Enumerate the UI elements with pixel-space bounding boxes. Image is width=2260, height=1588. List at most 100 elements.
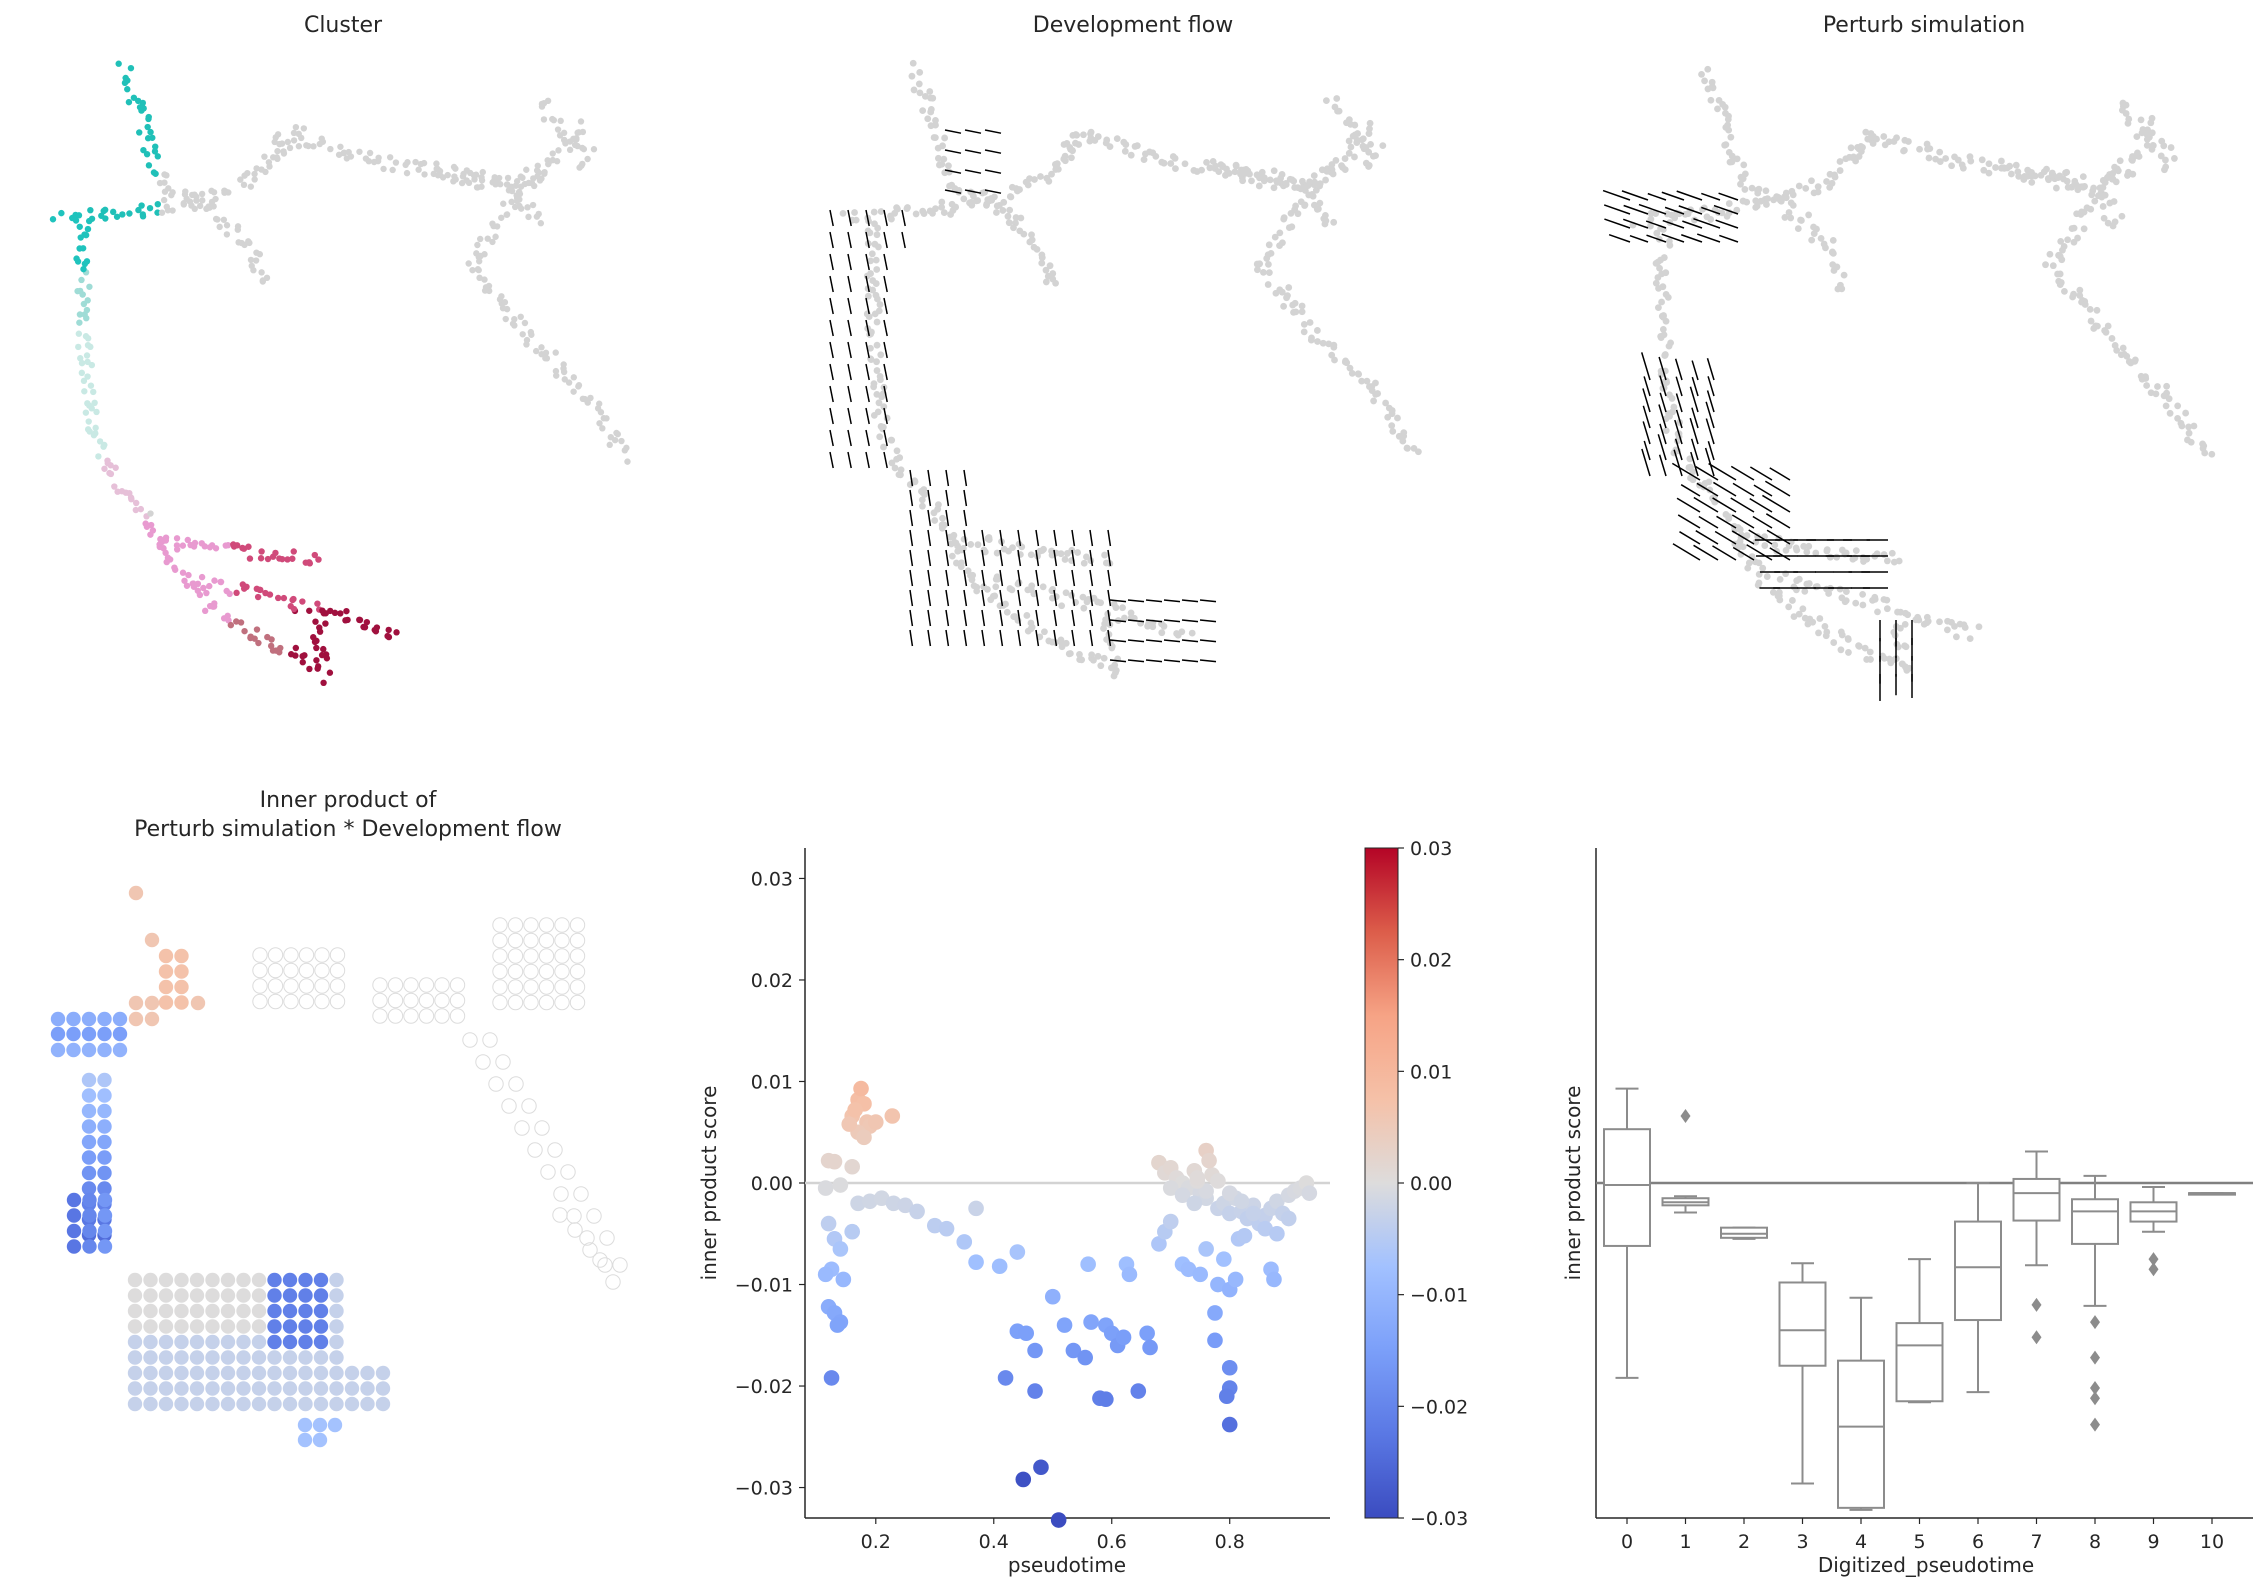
cell-point bbox=[953, 559, 960, 567]
flow-arrow bbox=[1181, 619, 1199, 623]
cell-point bbox=[198, 190, 206, 198]
cell-point bbox=[1017, 214, 1025, 222]
cell-point bbox=[1902, 643, 1910, 651]
cell-point bbox=[2208, 450, 2216, 458]
cell-point bbox=[193, 197, 200, 204]
cell-point bbox=[206, 582, 213, 590]
grid-cell bbox=[236, 1396, 251, 1412]
flow-arrow bbox=[981, 569, 986, 587]
cell-point bbox=[1736, 526, 1744, 533]
x-tick-label: 4 bbox=[1855, 1531, 1867, 1553]
flow-arrow bbox=[984, 149, 1002, 154]
cell-point bbox=[1248, 177, 1255, 185]
grid-cell-empty bbox=[586, 1208, 602, 1224]
cell-point bbox=[1923, 613, 1931, 621]
flow-arrow bbox=[909, 589, 914, 607]
grid-cell-empty bbox=[523, 948, 539, 964]
cell-point bbox=[380, 165, 387, 173]
cell-point bbox=[313, 644, 320, 652]
flow-arrow bbox=[981, 629, 986, 647]
cell-point bbox=[482, 284, 490, 291]
grid-cell-empty bbox=[387, 977, 404, 993]
cell-point bbox=[276, 649, 283, 656]
y-tick-label: −0.01 bbox=[735, 1275, 793, 1297]
flow-arrow bbox=[909, 529, 914, 547]
cell-point bbox=[1097, 662, 1105, 670]
cell-point bbox=[2028, 172, 2035, 180]
perturb-arrow bbox=[1658, 356, 1667, 381]
grid-cell-empty bbox=[449, 977, 466, 993]
cell-point bbox=[929, 94, 937, 102]
flow-arrow bbox=[1127, 599, 1145, 603]
cell-point bbox=[356, 148, 363, 155]
grid-cell bbox=[282, 1288, 298, 1303]
grid-cell bbox=[236, 1365, 251, 1381]
cell-point bbox=[1808, 236, 1816, 244]
grid-cell-empty bbox=[501, 1098, 517, 1114]
cell-point bbox=[88, 215, 96, 222]
grid-cell bbox=[174, 1288, 189, 1303]
cell-point bbox=[1052, 162, 1060, 170]
grid-cell bbox=[174, 1365, 189, 1381]
cell-point bbox=[1254, 266, 1261, 274]
grid-cell-empty bbox=[560, 1164, 576, 1180]
cell-point bbox=[262, 589, 269, 597]
cell-point bbox=[1258, 168, 1266, 176]
cell-point bbox=[1260, 177, 1268, 185]
scatter-plot: pseudotime inner product score 0.2 0.4 0.6… bbox=[697, 848, 1330, 1577]
flow-arrow bbox=[829, 341, 834, 359]
grid-cell bbox=[189, 1396, 205, 1412]
cell-point bbox=[934, 144, 942, 152]
grid-cell-empty bbox=[403, 977, 419, 993]
cell-point bbox=[993, 549, 1001, 557]
flow-arrow bbox=[1181, 659, 1199, 663]
cell-point bbox=[940, 155, 948, 163]
cell-point bbox=[84, 225, 92, 233]
perturb-arrow bbox=[1769, 467, 1791, 481]
flow-arrow bbox=[1145, 599, 1163, 603]
scatter-point bbox=[1044, 1288, 1061, 1305]
perturb-arrow bbox=[1748, 529, 1773, 545]
cell-point bbox=[993, 209, 1000, 216]
scatter-point bbox=[1121, 1266, 1138, 1283]
scatter-point bbox=[1083, 1314, 1099, 1330]
grid-cell-empty bbox=[314, 962, 330, 979]
grid-cell bbox=[236, 1319, 251, 1334]
cell-point bbox=[2185, 429, 2193, 437]
flow-arrow bbox=[847, 341, 852, 359]
grid-cell bbox=[312, 1432, 328, 1448]
cell-point bbox=[1861, 644, 1869, 652]
perturb-arrow bbox=[1642, 405, 1651, 429]
grid-cell bbox=[236, 1303, 251, 1319]
cell-point bbox=[206, 204, 213, 211]
flow-arrow bbox=[1071, 609, 1076, 627]
grid-cell bbox=[313, 1396, 329, 1412]
grid-cell-empty bbox=[523, 979, 539, 995]
cell-point bbox=[1110, 672, 1118, 680]
flow-arrow bbox=[1053, 629, 1058, 647]
cell-point bbox=[561, 136, 568, 144]
grid-cell-empty bbox=[523, 917, 539, 933]
cell-point bbox=[158, 538, 166, 546]
cell-point bbox=[543, 355, 551, 362]
grid-cell-empty bbox=[554, 979, 570, 995]
cell-point bbox=[298, 134, 305, 142]
scatter-point bbox=[1015, 1471, 1032, 1488]
flow-arrow bbox=[964, 189, 982, 194]
cell-point bbox=[549, 115, 556, 123]
flow-arrow bbox=[944, 149, 962, 154]
scatter-x-label: pseudotime bbox=[1008, 1553, 1126, 1577]
cell-point bbox=[1714, 105, 1721, 113]
cell-point bbox=[498, 214, 505, 221]
cell-point bbox=[251, 170, 258, 178]
cell-point bbox=[552, 367, 560, 375]
box-flier bbox=[2090, 1315, 2100, 1330]
cell-point bbox=[1838, 285, 1846, 293]
cell-point bbox=[268, 636, 275, 643]
cell-point bbox=[540, 100, 548, 107]
perturb-arrow bbox=[1730, 497, 1755, 513]
scatter-point bbox=[1301, 1185, 1318, 1201]
cell-point bbox=[1841, 598, 1849, 606]
grid-cell bbox=[158, 948, 174, 964]
cell-point bbox=[1985, 169, 1993, 177]
